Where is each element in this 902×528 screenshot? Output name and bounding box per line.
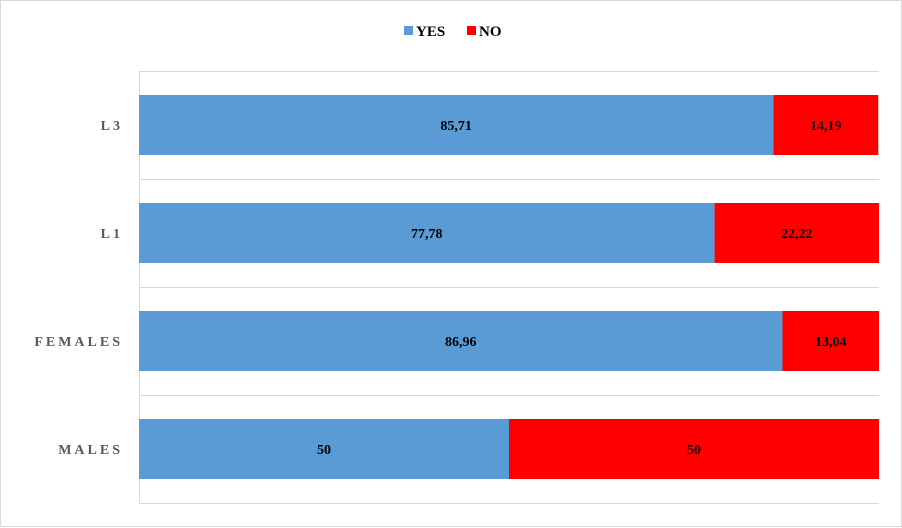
bar-yes-l1 (139, 203, 715, 263)
category-label-l3: L3 (101, 119, 123, 134)
category-label-l1: L1 (101, 227, 123, 242)
bar-no-l3 (773, 95, 879, 155)
bar-yes-males (139, 419, 509, 479)
legend-swatch-yes (404, 26, 413, 35)
data-label-no-males: 50 (687, 443, 701, 458)
data-label-yes-males: 50 (317, 443, 331, 458)
category-label-females: FEMALES (34, 335, 123, 350)
bar-no-females (782, 311, 879, 371)
data-label-no-females: 13,04 (815, 335, 847, 350)
data-label-yes-females: 86,96 (445, 335, 477, 350)
category-labels: L3 L1 FEMALES MALES (34, 119, 123, 458)
bar-yes-l3 (139, 95, 774, 155)
legend-swatch-no (467, 26, 476, 35)
data-label-no-l3: 14,19 (810, 119, 842, 134)
legend: YES NO (404, 24, 502, 40)
data-label-no-l1: 22,22 (781, 227, 813, 242)
legend-label-yes: YES (416, 24, 445, 40)
category-label-males: MALES (58, 443, 123, 458)
bar-yes-females (139, 311, 783, 371)
bars: 85,71 14,19 77,78 22,22 86,96 13,04 50 50 (139, 95, 879, 479)
data-label-yes-l1: 77,78 (411, 227, 443, 242)
bar-no-l1 (714, 203, 879, 263)
bar-no-males (509, 419, 879, 479)
data-label-yes-l3: 85,71 (440, 119, 472, 134)
legend-label-no: NO (479, 24, 502, 40)
